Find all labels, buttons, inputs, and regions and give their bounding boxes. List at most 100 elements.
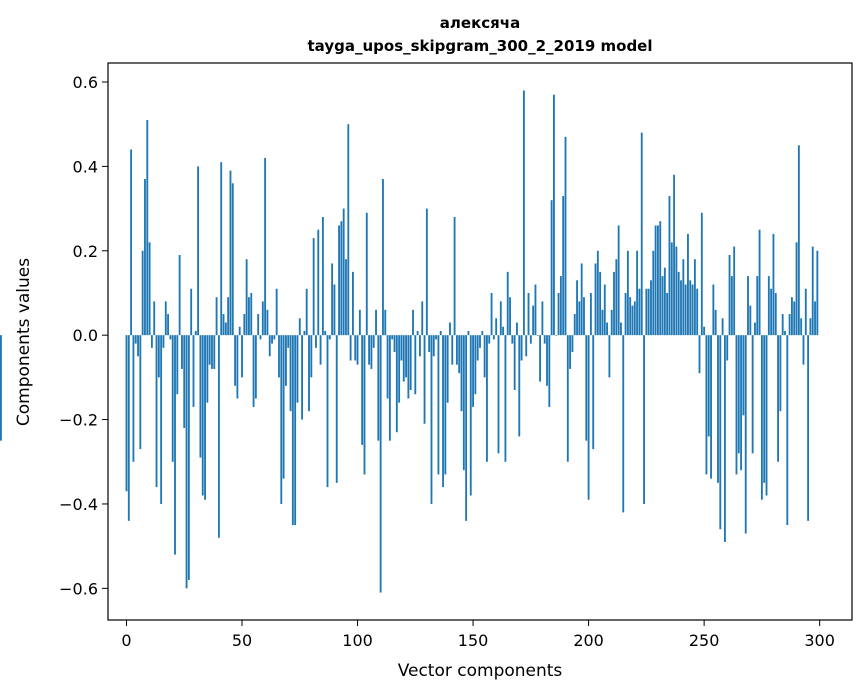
bar-270 bbox=[749, 305, 752, 336]
bar-157 bbox=[488, 335, 491, 344]
bar-43 bbox=[224, 322, 227, 336]
bar-150 bbox=[472, 335, 474, 407]
bar-276 bbox=[763, 335, 766, 483]
bar-152 bbox=[476, 335, 479, 361]
bar-218 bbox=[629, 297, 632, 336]
bar-8 bbox=[144, 179, 146, 336]
bar-250 bbox=[703, 326, 706, 336]
bar-40 bbox=[217, 335, 220, 538]
bar-102 bbox=[361, 335, 364, 445]
bar-90 bbox=[333, 284, 336, 336]
bar-57 bbox=[257, 314, 260, 336]
bar-74 bbox=[296, 335, 299, 403]
bar-142 bbox=[453, 217, 456, 336]
bar-224 bbox=[643, 335, 645, 504]
bar-256 bbox=[717, 335, 719, 483]
y-axis-ticks: −0.6 −0.4 −0.2 0.0 0.2 0.4 0.6 bbox=[59, 73, 108, 598]
bar-101 bbox=[358, 309, 361, 336]
bar-227 bbox=[650, 280, 652, 336]
bar-129 bbox=[423, 335, 426, 424]
bar-288 bbox=[791, 297, 793, 336]
bar-146 bbox=[462, 335, 465, 471]
chart-subtitle: tayga_upos_skipgram_300_2_2019 model bbox=[308, 37, 653, 55]
bar-13 bbox=[155, 335, 158, 488]
bar-21 bbox=[174, 335, 176, 555]
bar-240 bbox=[680, 280, 682, 336]
bar-153 bbox=[479, 335, 481, 348]
bar-110 bbox=[379, 335, 382, 593]
bar-118 bbox=[398, 335, 401, 403]
bar-248 bbox=[698, 335, 701, 374]
bar-286 bbox=[786, 335, 789, 526]
bar-155 bbox=[483, 335, 486, 378]
bar-172 bbox=[522, 90, 525, 336]
bar-79 bbox=[308, 335, 310, 412]
bar-16 bbox=[162, 335, 165, 348]
bar-196 bbox=[578, 301, 581, 336]
bar-251 bbox=[705, 335, 708, 475]
x-tick-label: 100 bbox=[342, 631, 373, 650]
bar-147 bbox=[465, 335, 468, 521]
x-tick-label: 300 bbox=[804, 631, 835, 650]
bar-136 bbox=[439, 330, 442, 336]
bar-174 bbox=[527, 292, 530, 336]
bar-56 bbox=[254, 335, 257, 399]
bar-69 bbox=[284, 335, 287, 386]
bar-205 bbox=[599, 271, 602, 336]
bar-131 bbox=[428, 335, 431, 353]
bar-112 bbox=[384, 309, 387, 336]
bar-145 bbox=[460, 335, 463, 412]
bar-298 bbox=[814, 301, 816, 336]
bar-71 bbox=[289, 335, 292, 412]
bar-108 bbox=[375, 309, 377, 336]
bar-51 bbox=[243, 314, 246, 336]
bar-63 bbox=[271, 335, 273, 344]
bar-18 bbox=[167, 314, 169, 336]
bar-281 bbox=[774, 292, 777, 336]
bar-49 bbox=[238, 326, 241, 336]
chart-title: алексяча bbox=[440, 14, 520, 32]
bar-176 bbox=[532, 305, 535, 336]
bar-126 bbox=[416, 330, 419, 336]
bar-105 bbox=[368, 335, 371, 365]
bar-215 bbox=[622, 335, 625, 513]
bar-287 bbox=[788, 314, 791, 336]
bar-54 bbox=[250, 292, 253, 336]
bar-10 bbox=[148, 242, 151, 336]
bar-242 bbox=[684, 284, 687, 336]
bar-285 bbox=[784, 330, 786, 336]
bar-120 bbox=[402, 335, 405, 382]
bar-143 bbox=[455, 335, 458, 365]
bar-28 bbox=[190, 288, 193, 336]
bar-166 bbox=[509, 297, 511, 336]
bar-231 bbox=[659, 221, 662, 336]
bar-296 bbox=[809, 318, 812, 336]
bar-156 bbox=[486, 335, 488, 462]
bar-151 bbox=[474, 335, 477, 395]
bar-283 bbox=[779, 335, 782, 412]
bar-228 bbox=[652, 250, 655, 336]
bar-84 bbox=[319, 335, 322, 365]
bar-274 bbox=[758, 229, 761, 336]
bar-4 bbox=[134, 335, 137, 344]
bar-202 bbox=[592, 335, 595, 450]
bar-115 bbox=[391, 335, 394, 340]
bar-207 bbox=[603, 284, 606, 336]
bar-94 bbox=[342, 208, 345, 336]
bar-175 bbox=[529, 335, 532, 344]
bar-282 bbox=[777, 335, 779, 462]
bar-279 bbox=[770, 288, 773, 336]
bar-229 bbox=[654, 225, 657, 336]
bar-104 bbox=[365, 212, 368, 336]
bar-6 bbox=[139, 335, 142, 450]
bar-217 bbox=[626, 250, 629, 336]
bar-73 bbox=[294, 335, 297, 526]
bar-100 bbox=[356, 335, 359, 365]
bar-113 bbox=[386, 335, 389, 399]
bar-125 bbox=[414, 335, 417, 395]
bar-197 bbox=[580, 263, 583, 336]
bar-111 bbox=[382, 179, 384, 336]
bar-24 bbox=[181, 335, 183, 369]
y-tick-label: −0.2 bbox=[59, 411, 98, 430]
bar-266 bbox=[740, 335, 743, 471]
